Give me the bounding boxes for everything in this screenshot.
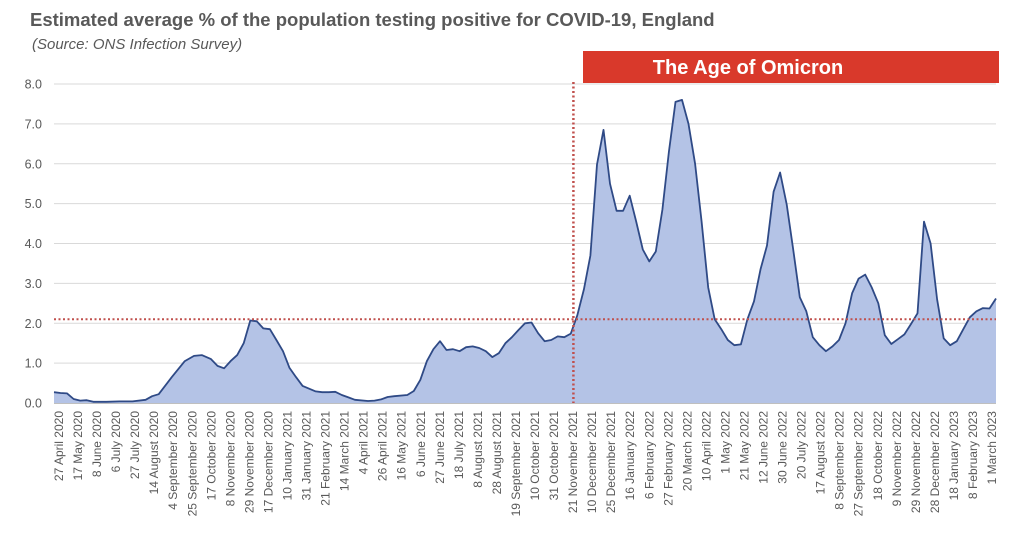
x-tick-label: 18 January 2023 [947,411,961,501]
x-tick-label: 17 December 2020 [261,411,275,513]
x-tick-label: 8 August 2021 [471,411,485,488]
x-axis-ticks: 27 April 2020 17 May 2020 8 June 2020 6 Jul… [52,411,999,517]
y-tick-label: 5.0 [25,197,42,211]
x-tick-label: 27 July 2020 [128,411,142,479]
x-tick-label: 18 July 2021 [452,411,466,479]
x-tick-label: 10 April 2022 [699,411,713,481]
x-tick-label: 30 June 2022 [776,411,790,484]
x-tick-label: 21 November 2021 [566,411,580,513]
x-tick-label: 27 June 2021 [433,411,447,484]
x-tick-label: 8 November 2020 [223,411,237,507]
x-tick-label: 27 September 2022 [852,411,866,517]
x-tick-label: 8 February 2023 [966,411,980,499]
y-tick-label: 4.0 [25,237,42,251]
x-tick-label: 27 April 2020 [52,411,66,481]
x-tick-label: 4 April 2021 [357,411,371,475]
x-tick-label: 28 December 2022 [928,411,942,513]
y-tick-label: 7.0 [25,117,42,131]
x-tick-label: 6 February 2022 [642,411,656,499]
x-tick-label: 12 June 2022 [757,411,771,484]
x-tick-label: 28 August 2021 [490,411,504,495]
x-tick-label: 8 September 2022 [833,411,847,510]
x-tick-label: 10 December 2021 [585,411,599,513]
x-tick-label: 1 May 2022 [718,411,732,474]
x-tick-label: 19 September 2021 [509,411,523,517]
y-axis-ticks: 0.0 1.0 2.0 3.0 4.0 5.0 6.0 7.0 8.0 [25,78,42,411]
x-tick-label: 29 November 2022 [909,411,923,513]
y-tick-label: 0.0 [25,397,42,411]
omicron-banner [583,51,999,83]
x-tick-label: 25 December 2021 [604,411,618,513]
y-tick-label: 3.0 [25,277,42,291]
omicron-banner-label: The Age of Omicron [653,57,843,79]
chart-subtitle: (Source: ONS Infection Survey) [32,36,243,53]
x-tick-label: 16 January 2022 [623,411,637,501]
x-tick-label: 21 February 2021 [319,411,333,506]
x-tick-label: 8 June 2020 [90,411,104,477]
x-tick-label: 10 October 2021 [528,411,542,501]
x-tick-label: 21 May 2022 [738,411,752,481]
x-tick-label: 31 January 2021 [300,411,314,501]
x-tick-label: 29 November 2020 [242,411,256,513]
y-tick-label: 2.0 [25,317,42,331]
x-tick-label: 6 July 2020 [109,411,123,473]
x-tick-label: 10 January 2021 [281,411,295,501]
x-tick-label: 25 September 2020 [185,411,199,517]
x-tick-label: 17 August 2022 [814,411,828,495]
x-tick-label: 6 June 2021 [414,411,428,477]
x-tick-label: 17 October 2020 [204,411,218,501]
y-tick-label: 8.0 [25,78,42,92]
x-tick-label: 9 November 2022 [890,411,904,507]
x-tick-label: 1 March 2023 [985,411,999,485]
x-tick-label: 20 July 2022 [795,411,809,479]
x-tick-label: 26 April 2021 [376,411,390,481]
x-tick-label: 18 October 2022 [871,411,885,501]
x-tick-label: 27 February 2022 [661,411,675,506]
y-tick-label: 1.0 [25,357,42,371]
x-tick-label: 17 May 2020 [71,411,85,481]
x-tick-label: 31 October 2021 [547,411,561,501]
series-line [53,99,997,403]
x-tick-label: 16 May 2021 [395,411,409,481]
x-tick-label: 20 March 2022 [680,411,694,491]
series-area [54,99,996,404]
x-tick-label: 4 September 2020 [166,411,180,510]
chart-title: Estimated average % of the population te… [30,9,715,30]
x-tick-label: 14 August 2020 [147,411,161,495]
y-tick-label: 6.0 [25,157,42,171]
x-tick-label: 14 March 2021 [338,411,352,491]
